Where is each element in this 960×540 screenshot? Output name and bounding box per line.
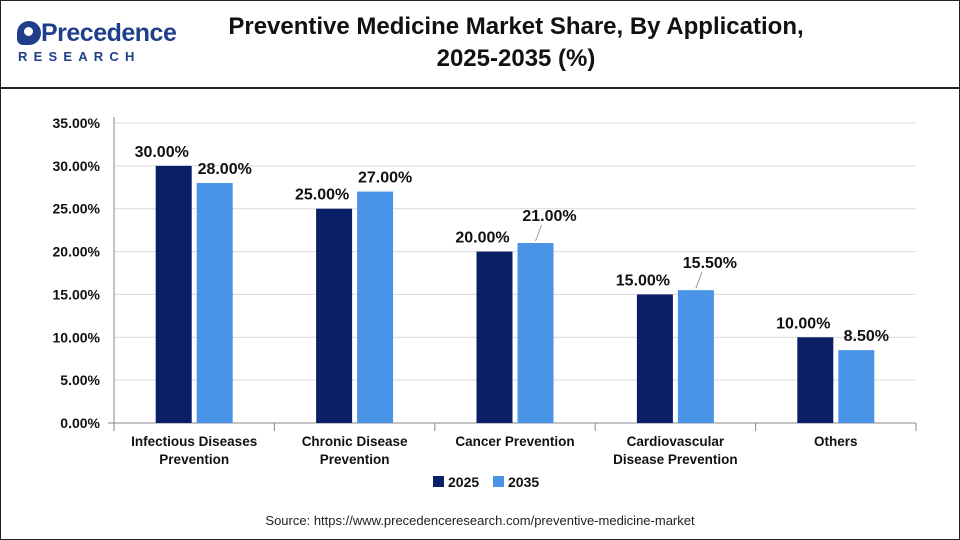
y-tick-label: 15.00%: [53, 286, 101, 302]
x-tick-label: Others: [814, 434, 858, 449]
logo-subtitle: RESEARCH: [18, 49, 141, 64]
x-tick-label: Cancer Prevention: [455, 434, 574, 449]
y-tick-label: 25.00%: [53, 201, 101, 217]
y-tick-label: 0.00%: [60, 415, 100, 431]
data-label: 30.00%: [135, 144, 189, 161]
x-tick-label: Disease Prevention: [613, 452, 738, 467]
bar-2025: [155, 165, 192, 423]
data-label: 15.50%: [683, 255, 737, 272]
logo-mark-icon: [17, 21, 41, 45]
leader-line: [695, 271, 703, 289]
chart-title: Preventive Medicine Market Share, By App…: [191, 11, 841, 75]
x-tick-label: Infectious Diseases: [131, 434, 257, 449]
chart-title-line-2: 2025-2035 (%): [436, 45, 596, 72]
x-tick-label: Prevention: [159, 452, 229, 467]
x-tick-label: Cardiovascular: [627, 434, 725, 449]
x-tick-label: Chronic Disease: [302, 434, 408, 449]
legend-label: 2035: [508, 474, 539, 490]
y-tick-label: 30.00%: [53, 158, 101, 174]
data-label: 15.00%: [616, 272, 670, 289]
legend-swatch-2025: [433, 476, 444, 487]
bar-2025: [476, 251, 513, 423]
data-label: 20.00%: [455, 230, 509, 247]
bar-chart: 0.00% 5.00% 10.00% 15.00% 20.00% 25.00% 30.00%…: [53, 115, 917, 490]
x-tick-label: Prevention: [320, 452, 390, 467]
bar-2025: [797, 337, 834, 423]
bar-2035: [838, 350, 875, 423]
chart-title-line-1: Preventive Medicine Market Share, By App…: [228, 13, 804, 40]
y-tick-label: 5.00%: [60, 372, 100, 388]
data-label: 25.00%: [295, 187, 349, 204]
bar-2035: [517, 243, 554, 423]
header: Precedence RESEARCH Preventive Medicine …: [1, 1, 959, 89]
leader-line: [535, 224, 542, 242]
bar-2035: [196, 183, 233, 423]
legend-label: 2025: [448, 474, 479, 490]
bar-2025: [636, 294, 673, 423]
y-tick-label: 20.00%: [53, 244, 101, 260]
legend-swatch-2035: [493, 476, 504, 487]
brand-logo: Precedence RESEARCH: [15, 15, 177, 71]
bar-2025: [316, 208, 353, 423]
bar-2035: [357, 191, 394, 423]
y-tick-label: 35.00%: [53, 115, 101, 131]
data-label: 10.00%: [776, 315, 830, 332]
data-label: 21.00%: [522, 208, 576, 225]
logo-wordmark: Precedence: [41, 19, 177, 47]
data-label: 27.00%: [358, 170, 412, 187]
data-label: 8.50%: [844, 328, 889, 345]
bar-2035: [677, 290, 714, 423]
source-note: Source: https://www.precedenceresearch.c…: [265, 513, 695, 528]
data-label: 28.00%: [198, 161, 252, 178]
y-tick-label: 10.00%: [53, 329, 101, 345]
